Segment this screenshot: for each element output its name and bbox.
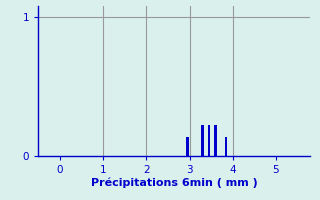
X-axis label: Précipitations 6min ( mm ): Précipitations 6min ( mm ) [91, 178, 258, 188]
Bar [214, 125, 217, 156]
Bar [186, 137, 188, 156]
Bar [225, 137, 228, 156]
Bar [208, 125, 210, 156]
Bar [201, 125, 204, 156]
